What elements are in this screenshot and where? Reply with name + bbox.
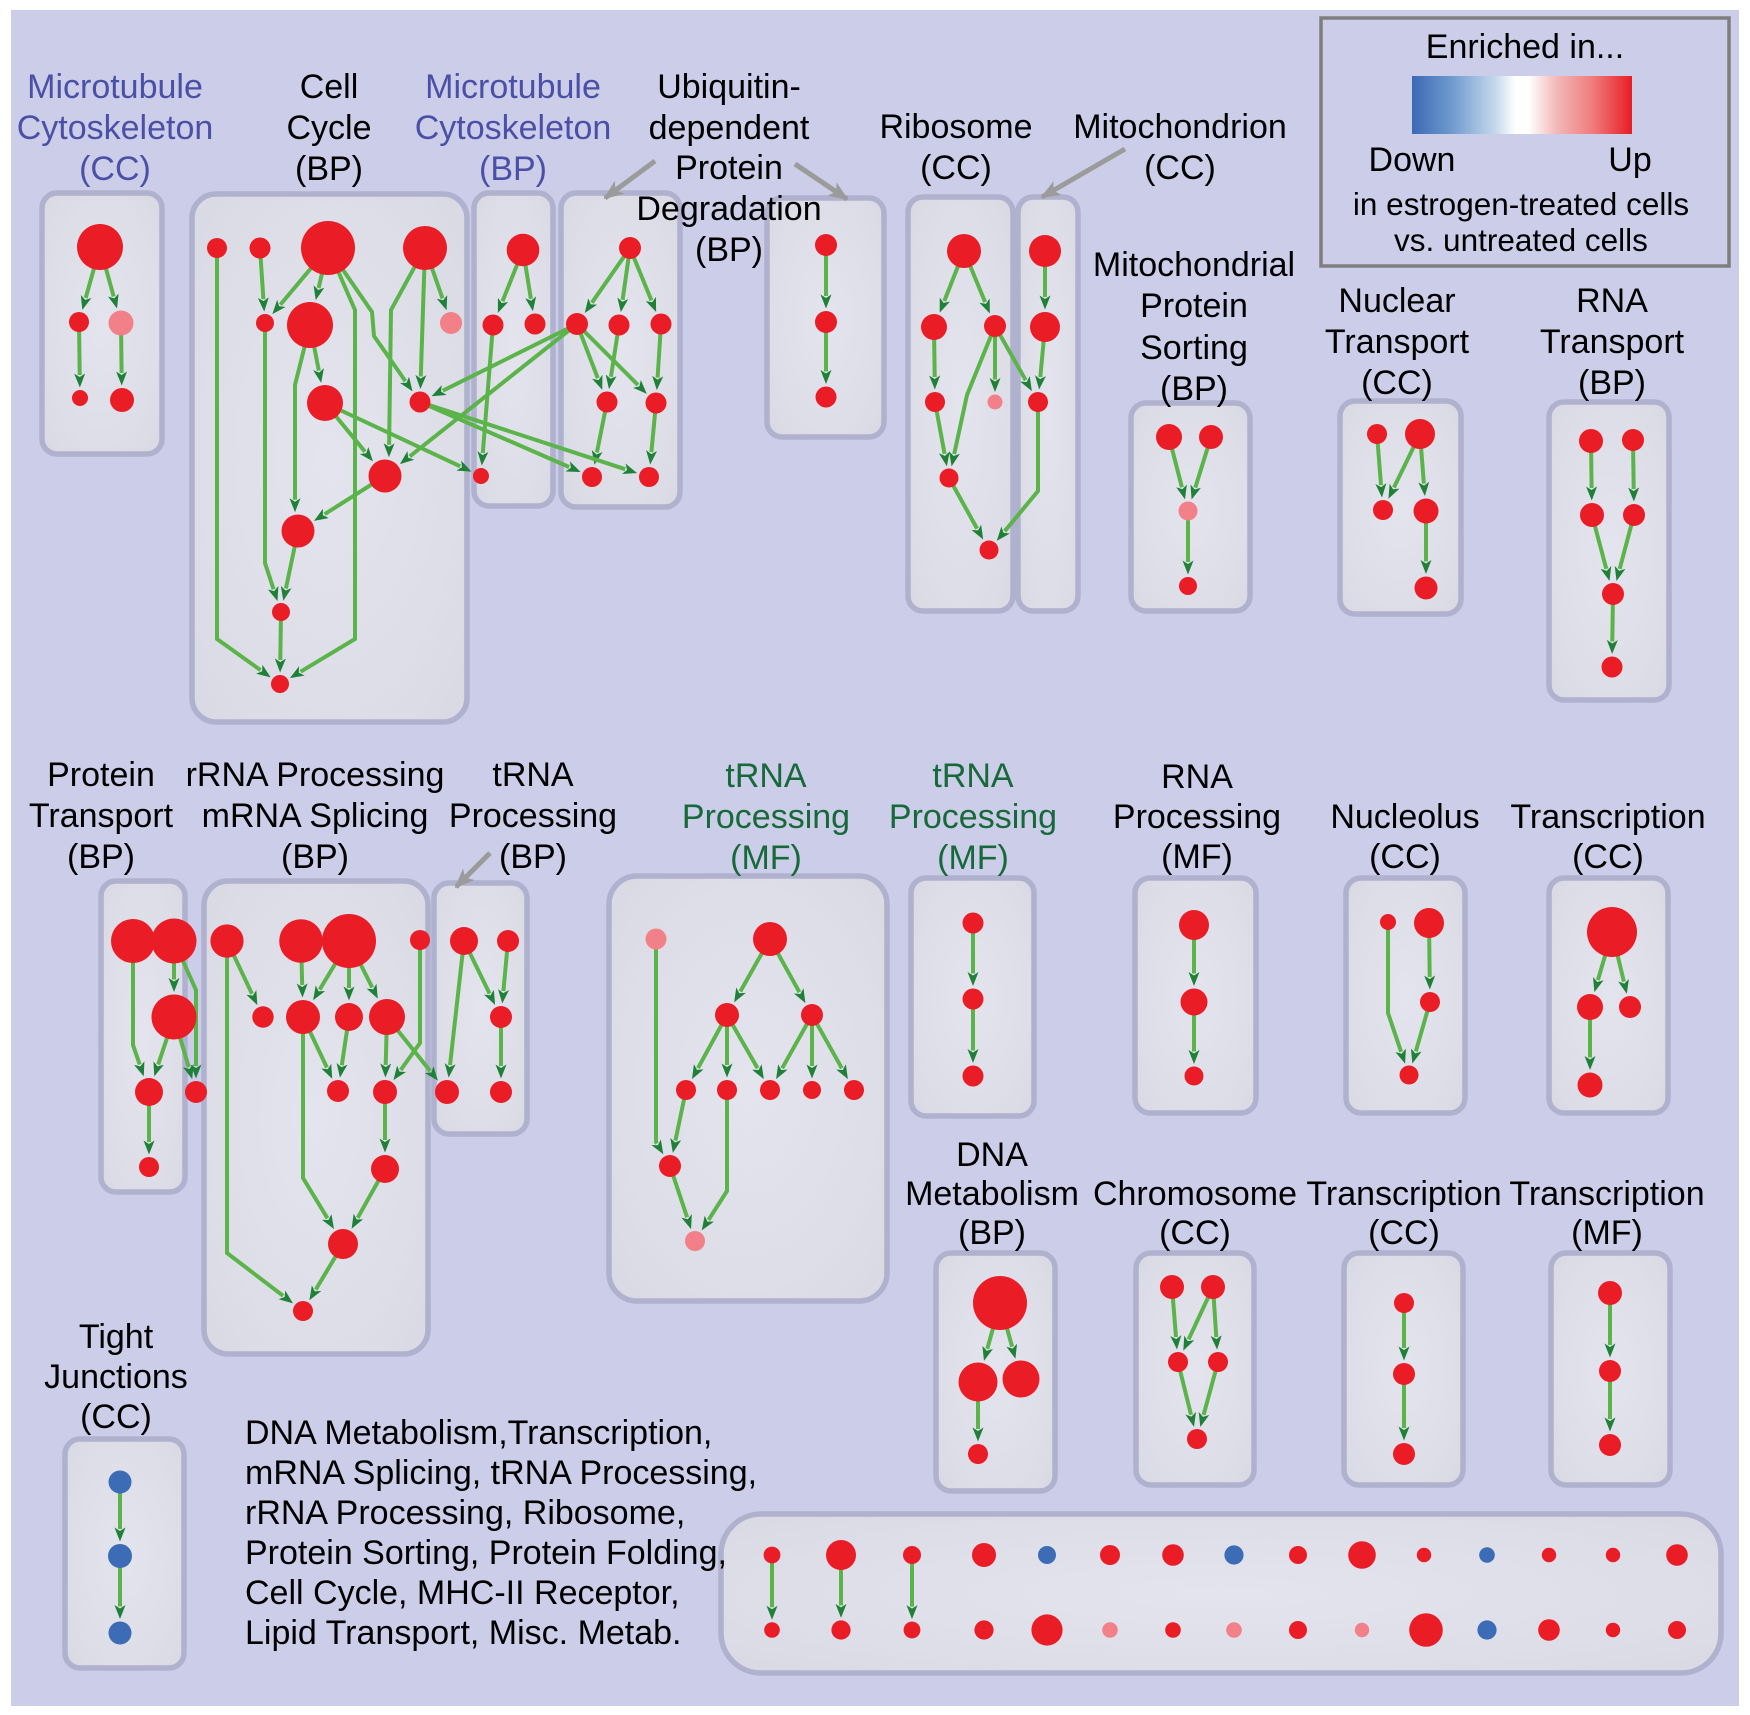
svg-text:Microtubule: Microtubule <box>27 68 203 106</box>
svg-text:(BP): (BP) <box>67 838 135 876</box>
svg-text:RNA: RNA <box>1576 282 1648 320</box>
svg-text:in estrogen-treated cells: in estrogen-treated cells <box>1353 186 1689 222</box>
svg-text:Transcription: Transcription <box>1306 1175 1501 1213</box>
svg-text:Junctions: Junctions <box>44 1358 188 1396</box>
svg-text:Up: Up <box>1608 141 1651 179</box>
svg-text:Enriched in...: Enriched in... <box>1426 28 1624 66</box>
svg-text:(BP): (BP) <box>281 838 349 876</box>
svg-text:Cell: Cell <box>300 68 359 106</box>
svg-text:Transport: Transport <box>29 797 174 835</box>
svg-text:mRNA Splicing, tRNA Processing: mRNA Splicing, tRNA Processing, <box>245 1454 757 1492</box>
svg-text:Processing: Processing <box>1113 798 1281 836</box>
svg-text:Cytoskeleton: Cytoskeleton <box>17 109 214 147</box>
svg-text:rRNA Processing: rRNA Processing <box>186 756 445 794</box>
svg-text:Sorting: Sorting <box>1140 329 1248 367</box>
svg-text:tRNA: tRNA <box>932 757 1014 795</box>
svg-text:Transcription: Transcription <box>1510 798 1705 836</box>
svg-text:(CC): (CC) <box>80 1398 152 1436</box>
svg-text:Tight: Tight <box>79 1318 154 1356</box>
svg-text:(BP): (BP) <box>499 838 567 876</box>
svg-text:Cell Cycle, MHC-II Receptor,: Cell Cycle, MHC-II Receptor, <box>245 1574 680 1612</box>
svg-text:(CC): (CC) <box>1572 838 1644 876</box>
svg-text:Nuclear: Nuclear <box>1338 282 1455 320</box>
svg-text:Ribosome: Ribosome <box>879 108 1032 146</box>
svg-text:Transport: Transport <box>1325 323 1470 361</box>
svg-text:Mitochondrial: Mitochondrial <box>1093 246 1295 284</box>
svg-text:Ubiquitin-: Ubiquitin- <box>657 68 801 106</box>
svg-text:(MF): (MF) <box>730 839 802 877</box>
svg-text:Protein: Protein <box>47 756 155 794</box>
svg-text:(CC): (CC) <box>1144 149 1216 187</box>
svg-text:Protein: Protein <box>1140 287 1248 325</box>
svg-text:Transcription: Transcription <box>1509 1175 1704 1213</box>
svg-text:mRNA Splicing: mRNA Splicing <box>202 797 429 835</box>
svg-text:(MF): (MF) <box>937 839 1009 877</box>
svg-text:(BP): (BP) <box>1160 370 1228 408</box>
svg-text:Lipid Transport, Misc. Metab.: Lipid Transport, Misc. Metab. <box>245 1614 682 1652</box>
svg-text:Degradation: Degradation <box>636 190 821 228</box>
svg-text:Transport: Transport <box>1540 323 1685 361</box>
svg-text:(BP): (BP) <box>295 150 363 188</box>
svg-text:(BP): (BP) <box>695 231 763 269</box>
svg-text:Mitochondrion: Mitochondrion <box>1073 108 1287 146</box>
svg-text:(BP): (BP) <box>1578 364 1646 402</box>
svg-text:dependent: dependent <box>649 109 810 147</box>
svg-text:Down: Down <box>1369 141 1456 179</box>
svg-text:vs. untreated cells: vs. untreated cells <box>1394 222 1648 258</box>
svg-text:Cycle: Cycle <box>286 109 371 147</box>
svg-text:(CC): (CC) <box>79 150 151 188</box>
svg-text:DNA: DNA <box>956 1136 1028 1174</box>
svg-text:(CC): (CC) <box>920 149 992 187</box>
svg-text:(BP): (BP) <box>479 150 547 188</box>
svg-text:Chromosome: Chromosome <box>1093 1175 1297 1213</box>
svg-text:Protein: Protein <box>675 149 783 187</box>
svg-text:(BP): (BP) <box>958 1214 1026 1252</box>
svg-text:(MF): (MF) <box>1571 1214 1643 1252</box>
svg-text:(MF): (MF) <box>1161 838 1233 876</box>
svg-text:Metabolism: Metabolism <box>905 1175 1079 1213</box>
svg-text:DNA Metabolism,Transcription,: DNA Metabolism,Transcription, <box>245 1414 712 1452</box>
svg-text:RNA: RNA <box>1161 758 1233 796</box>
svg-text:rRNA Processing, Ribosome,: rRNA Processing, Ribosome, <box>245 1494 685 1532</box>
svg-text:Processing: Processing <box>889 798 1057 836</box>
svg-text:Cytoskeleton: Cytoskeleton <box>415 109 612 147</box>
svg-text:(CC): (CC) <box>1368 1214 1440 1252</box>
svg-text:(CC): (CC) <box>1159 1214 1231 1252</box>
svg-text:(CC): (CC) <box>1361 364 1433 402</box>
svg-text:Nucleolus: Nucleolus <box>1330 798 1479 836</box>
svg-text:Microtubule: Microtubule <box>425 68 601 106</box>
svg-text:Processing: Processing <box>682 798 850 836</box>
svg-text:tRNA: tRNA <box>492 756 574 794</box>
svg-text:(CC): (CC) <box>1369 838 1441 876</box>
svg-text:tRNA: tRNA <box>725 757 807 795</box>
svg-text:Processing: Processing <box>449 797 617 835</box>
svg-text:Protein Sorting, Protein Foldi: Protein Sorting, Protein Folding, <box>245 1534 727 1572</box>
